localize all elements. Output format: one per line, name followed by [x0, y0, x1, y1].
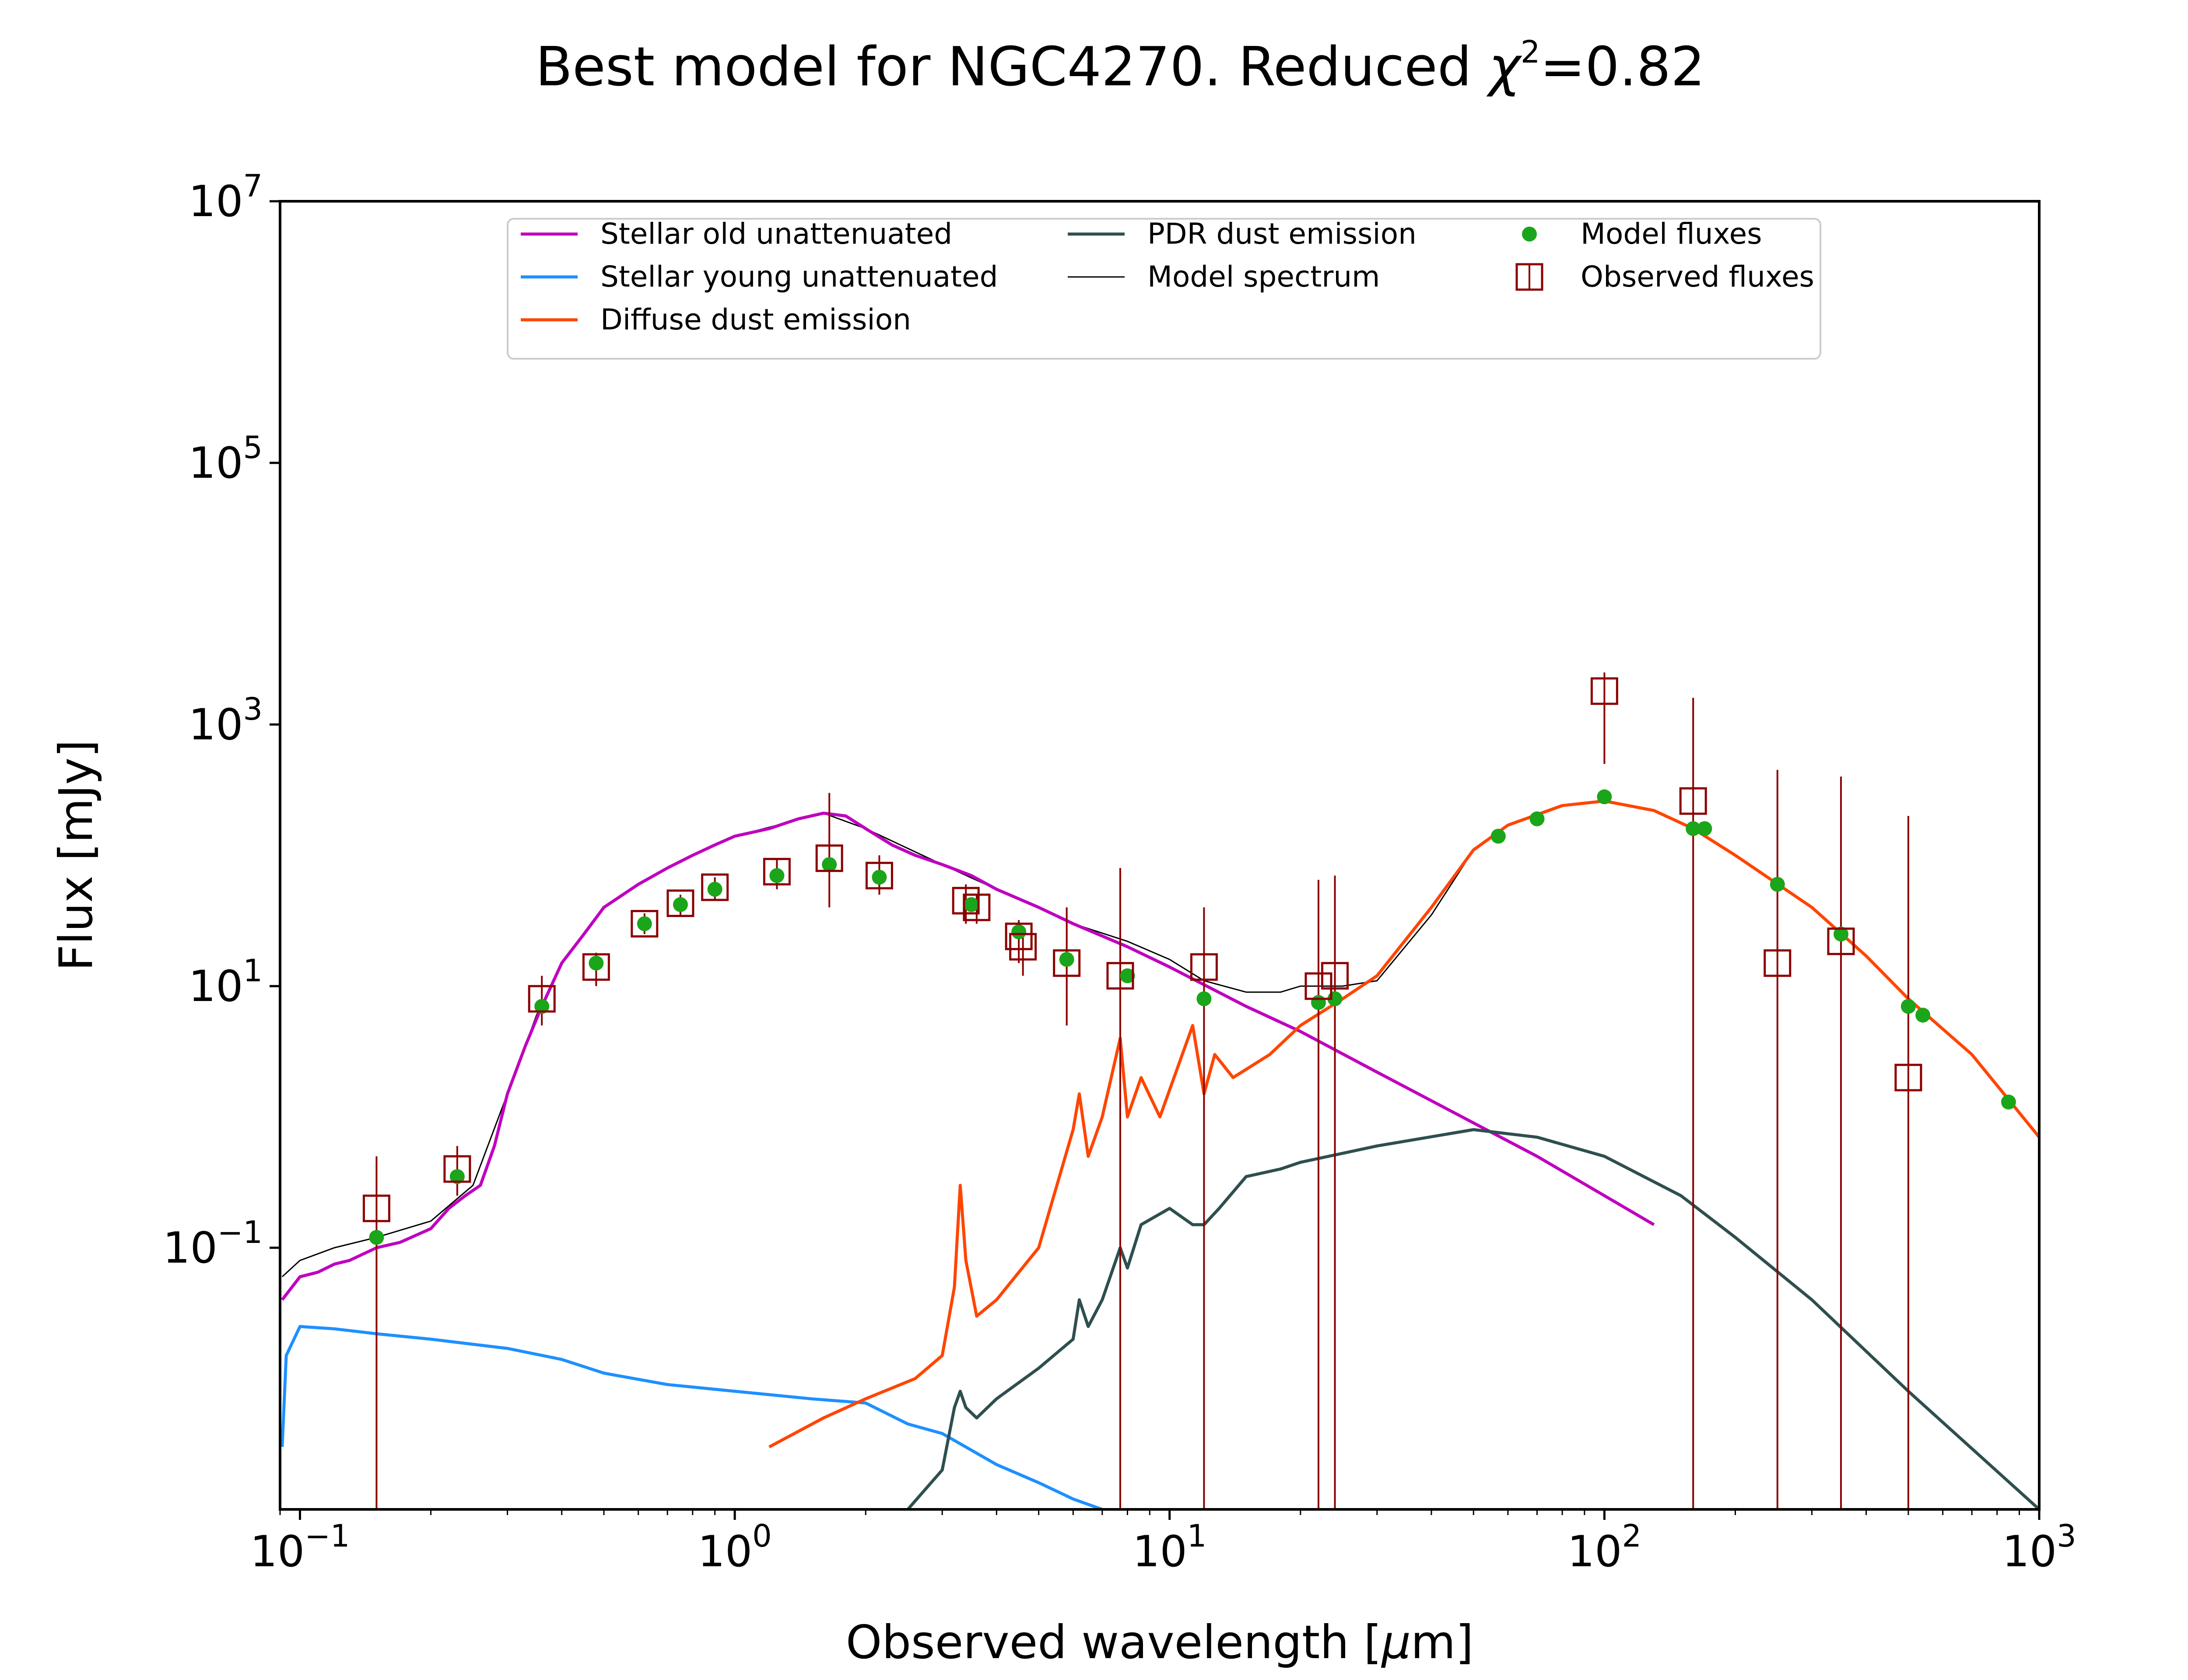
y-tick-label: 101 — [189, 953, 263, 1012]
observed-flux-point — [582, 953, 610, 981]
model-flux-point — [1529, 811, 1545, 826]
model-flux-point — [1196, 991, 1212, 1006]
observed-flux-point — [362, 1194, 390, 1222]
observed-flux-point — [1009, 933, 1037, 961]
legend-label-observed-fluxes: Observed fluxes — [1581, 260, 1814, 294]
observed-flux-point — [1053, 949, 1081, 977]
legend-box — [507, 218, 1821, 360]
observed-flux-point — [1894, 1064, 1922, 1092]
legend-label-stellar-young-unattenuated: Stellar young unattenuated — [600, 260, 998, 294]
model-flux-point — [1597, 789, 1612, 805]
y-axis: 10−1 101 103 105 107 — [163, 168, 280, 1273]
observed-flux-point — [528, 985, 556, 1013]
observed-flux-point — [666, 889, 694, 917]
x-axis: 10−1 100 101 102 103 — [250, 1509, 2076, 1577]
model-flux-point — [769, 868, 785, 883]
plot-frame — [279, 200, 2041, 1511]
legend: Stellar old unattenuated Stellar young un… — [507, 217, 1821, 360]
model-flux-point — [1490, 829, 1506, 844]
model-flux-point — [1120, 968, 1135, 984]
model-flux-point — [637, 916, 652, 931]
x-tick-label: 101 — [1133, 1518, 1206, 1577]
model-flux-point — [822, 857, 837, 872]
legend-label-diffuse-dust-emission: Diffuse dust emission — [600, 303, 911, 336]
model-flux-point — [1833, 927, 1848, 942]
observed-flux-point — [815, 844, 843, 872]
series-line-stellar-young-unattenuated — [281, 1325, 1103, 1509]
model-flux-point — [449, 1169, 465, 1184]
model-flux-point — [1900, 999, 1916, 1014]
y-tick-label: 10−1 — [163, 1214, 263, 1273]
x-axis-label: Observed wavelength [μm] — [846, 1616, 1474, 1669]
model-flux-point — [1059, 952, 1074, 967]
legend-handle-model-fluxes — [1522, 227, 1537, 242]
series-line-stellar-old-unattenuated — [281, 812, 1655, 1301]
x-tick-label: 102 — [1567, 1518, 1641, 1577]
chart-title: Best model for NGC4270. Reduced χ2=0.82 — [536, 34, 1705, 98]
series-line-pdr-dust-emission — [906, 1128, 2039, 1509]
model-flux-point — [589, 956, 604, 971]
x-tick-label: 10−1 — [250, 1518, 350, 1577]
model-flux-point — [1697, 821, 1712, 836]
series-line-diffuse-dust-emission — [768, 799, 2039, 1449]
legend-label-model-fluxes: Model fluxes — [1581, 217, 1762, 251]
observed-flux-point — [1827, 928, 1855, 956]
y-axis-label: Flux [mJy] — [49, 740, 103, 971]
observed-flux-point — [952, 887, 980, 915]
model-flux-point — [534, 999, 550, 1014]
observed-flux-point — [1190, 953, 1218, 981]
legend-label-stellar-old-unattenuated: Stellar old unattenuated — [600, 217, 952, 251]
observed-flux-point — [1764, 949, 1792, 977]
y-tick-label: 103 — [189, 691, 263, 750]
legend-label-model-spectrum: Model spectrum — [1147, 260, 1380, 294]
model-flux-point — [673, 897, 688, 912]
model-flux-point — [872, 870, 887, 885]
x-tick-label: 103 — [2002, 1518, 2076, 1577]
observed-flux-point — [865, 861, 893, 889]
legend-label-pdr-dust-emission: PDR dust emission — [1147, 217, 1417, 251]
observed-flux-point — [963, 893, 991, 921]
model-flux-point — [1915, 1008, 1931, 1023]
y-tick-label: 105 — [189, 430, 263, 488]
observed-flux-point — [631, 910, 659, 938]
model-flux-point — [1770, 877, 1785, 892]
observed-flux-point — [1304, 972, 1332, 1000]
y-tick-label: 107 — [189, 168, 263, 227]
plot-area — [281, 672, 2039, 1509]
observed-flux-point — [1590, 677, 1618, 705]
model-flux-point — [1686, 821, 1701, 836]
model-flux-point — [369, 1230, 384, 1245]
model-flux-point — [964, 897, 979, 912]
observed-flux-point — [443, 1155, 471, 1183]
observed-flux-point — [763, 858, 791, 886]
observed-flux-point — [1106, 962, 1134, 990]
observed-flux-point — [701, 873, 729, 901]
observed-flux-point — [1321, 962, 1349, 990]
model-flux-point — [2001, 1094, 2016, 1110]
x-tick-label: 100 — [698, 1518, 771, 1577]
model-flux-point — [1011, 924, 1027, 939]
model-flux-point — [1311, 995, 1326, 1010]
observed-flux-point — [1005, 922, 1033, 950]
observed-flux-point — [1679, 787, 1707, 815]
model-flux-point — [707, 882, 722, 897]
